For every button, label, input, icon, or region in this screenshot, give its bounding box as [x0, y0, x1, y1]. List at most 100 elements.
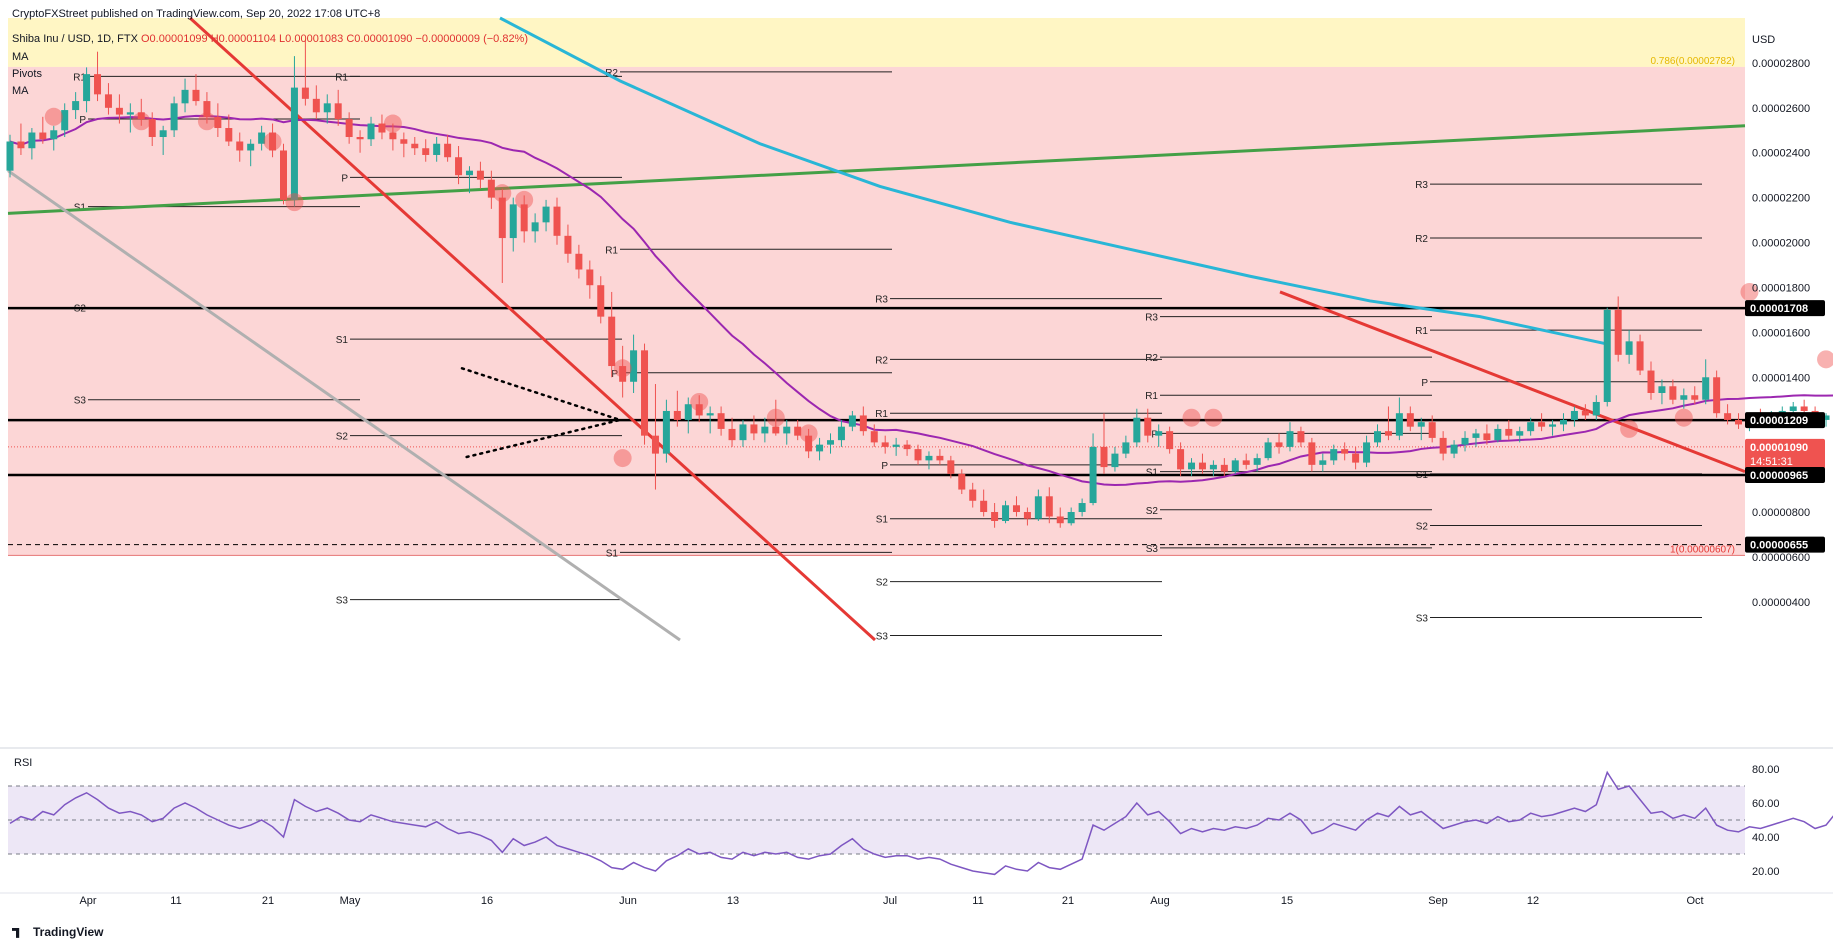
indicator-ma-label-2[interactable]: MA	[12, 85, 29, 97]
candle-body	[83, 74, 91, 102]
candle-body	[258, 132, 266, 144]
candle-body	[1144, 417, 1152, 436]
price-tick-label: 0.00000400	[1752, 597, 1810, 609]
candle-body	[334, 103, 342, 120]
swing-marker	[1817, 350, 1833, 369]
candle-body	[1658, 386, 1666, 393]
candle-body	[761, 426, 769, 434]
candle-body	[1494, 428, 1502, 441]
pivot-label: S1	[336, 335, 349, 346]
pivot-label: S3	[74, 396, 87, 407]
candle-body	[465, 170, 473, 176]
candle-body	[323, 103, 331, 113]
candle-body	[1363, 442, 1371, 463]
price-level-tag	[1745, 300, 1825, 317]
candle-body	[816, 444, 824, 452]
time-tick-label: 13	[727, 895, 739, 907]
pennant-lines	[460, 367, 625, 460]
candle-body	[411, 143, 419, 149]
candle-body	[1428, 422, 1436, 438]
candle-body	[1045, 496, 1053, 517]
candle-body	[1242, 460, 1250, 465]
price-level-tag	[1745, 438, 1825, 469]
publisher-line: CryptoFXStreet published on TradingView.…	[12, 8, 381, 20]
fib-label: 1(0.00000607)	[1670, 544, 1735, 555]
candle-body	[662, 410, 670, 454]
red-trendline-2	[1279, 290, 1746, 473]
candle-body	[630, 350, 638, 382]
pivot-label: R1	[605, 245, 618, 256]
candle-body	[104, 94, 112, 108]
ma-50-line	[9, 114, 1833, 486]
tradingview-logo[interactable]: TradingView	[12, 925, 103, 939]
candle-body	[1188, 462, 1196, 470]
swing-marker	[493, 184, 512, 203]
candle-body	[1166, 431, 1174, 450]
swing-marker	[613, 449, 632, 468]
gray-trendline	[7, 169, 681, 642]
candle-body	[1352, 453, 1360, 463]
swing-marker	[613, 359, 632, 378]
price-level-tag-label: 0.00000655	[1750, 540, 1808, 552]
candle-body	[269, 132, 277, 151]
candle-body	[400, 139, 408, 144]
candle-body	[50, 130, 58, 140]
candle-body	[137, 112, 145, 120]
time-tick-label: 11	[170, 895, 181, 907]
pivot-label: S2	[876, 578, 889, 589]
fib-label: 0.786(0.00002782)	[1650, 56, 1735, 67]
pivot-label: R2	[605, 68, 618, 79]
symbol-line: Shiba Inu / USD, 1D, FTX O0.00001099 H0.…	[12, 33, 528, 45]
candle-body	[1264, 442, 1272, 459]
swing-marker	[285, 193, 304, 212]
candle-body	[1461, 437, 1469, 445]
candle-body	[914, 449, 922, 461]
price-level-tag-label: 0.00001708	[1750, 303, 1808, 315]
candle-body	[389, 132, 397, 140]
candle-body	[1122, 442, 1130, 454]
indicator-ma-label[interactable]: MA	[12, 51, 29, 63]
price-tick-label: 0.00000800	[1752, 507, 1810, 519]
candle-body	[1647, 370, 1655, 393]
rsi-line	[9, 770, 1833, 876]
swing-marker	[132, 112, 151, 131]
candle-body	[1636, 341, 1644, 371]
price-level-tag	[1745, 466, 1825, 483]
rsi-tick-label: 20.00	[1752, 866, 1780, 878]
candle-body	[1111, 453, 1119, 468]
candle-body	[498, 197, 506, 239]
candle-body	[1669, 386, 1677, 400]
candle-body	[1680, 395, 1688, 400]
swing-marker	[1620, 419, 1639, 438]
rsi-pane: 80.00 60.00 40.00 20.00 RSI	[0, 747, 1833, 878]
pivot-label: R2	[875, 355, 888, 366]
indicator-pivots-label[interactable]: Pivots	[12, 68, 42, 80]
swing-markers	[44, 107, 1833, 468]
candle-body	[1822, 415, 1830, 420]
pivot-label: S3	[876, 632, 889, 643]
candle-body	[115, 107, 123, 115]
candle-body	[531, 222, 539, 232]
candle-body	[159, 130, 167, 138]
red-trendline-1	[188, 16, 877, 642]
candle-body	[1220, 464, 1228, 472]
candle-body	[356, 137, 364, 140]
candle-body	[695, 404, 703, 416]
pivot-label: S1	[1146, 468, 1159, 479]
logo-text: TradingView	[33, 925, 104, 939]
candle-body	[969, 489, 977, 501]
time-axis: Apr 11 21 May 16 Jun 13 Jul 11 21 Aug 15 Sep 12 Oct	[0, 892, 1833, 907]
time-tick-label: Jun	[619, 895, 637, 907]
price-tick-label: 0.00002600	[1752, 103, 1810, 115]
ohlc-high: H0.00001104	[210, 33, 276, 45]
symbol-name: Shiba Inu / USD, 1D, FTX	[12, 33, 138, 45]
pivot-label: R1	[335, 72, 348, 83]
candle-body	[39, 132, 47, 140]
candle-body	[181, 89, 189, 104]
candle-body	[1395, 413, 1403, 436]
time-tick-label: Jul	[883, 895, 897, 907]
candle-body	[94, 74, 102, 95]
moving-averages	[9, 16, 1833, 486]
pivot-label: S2	[1416, 521, 1429, 532]
